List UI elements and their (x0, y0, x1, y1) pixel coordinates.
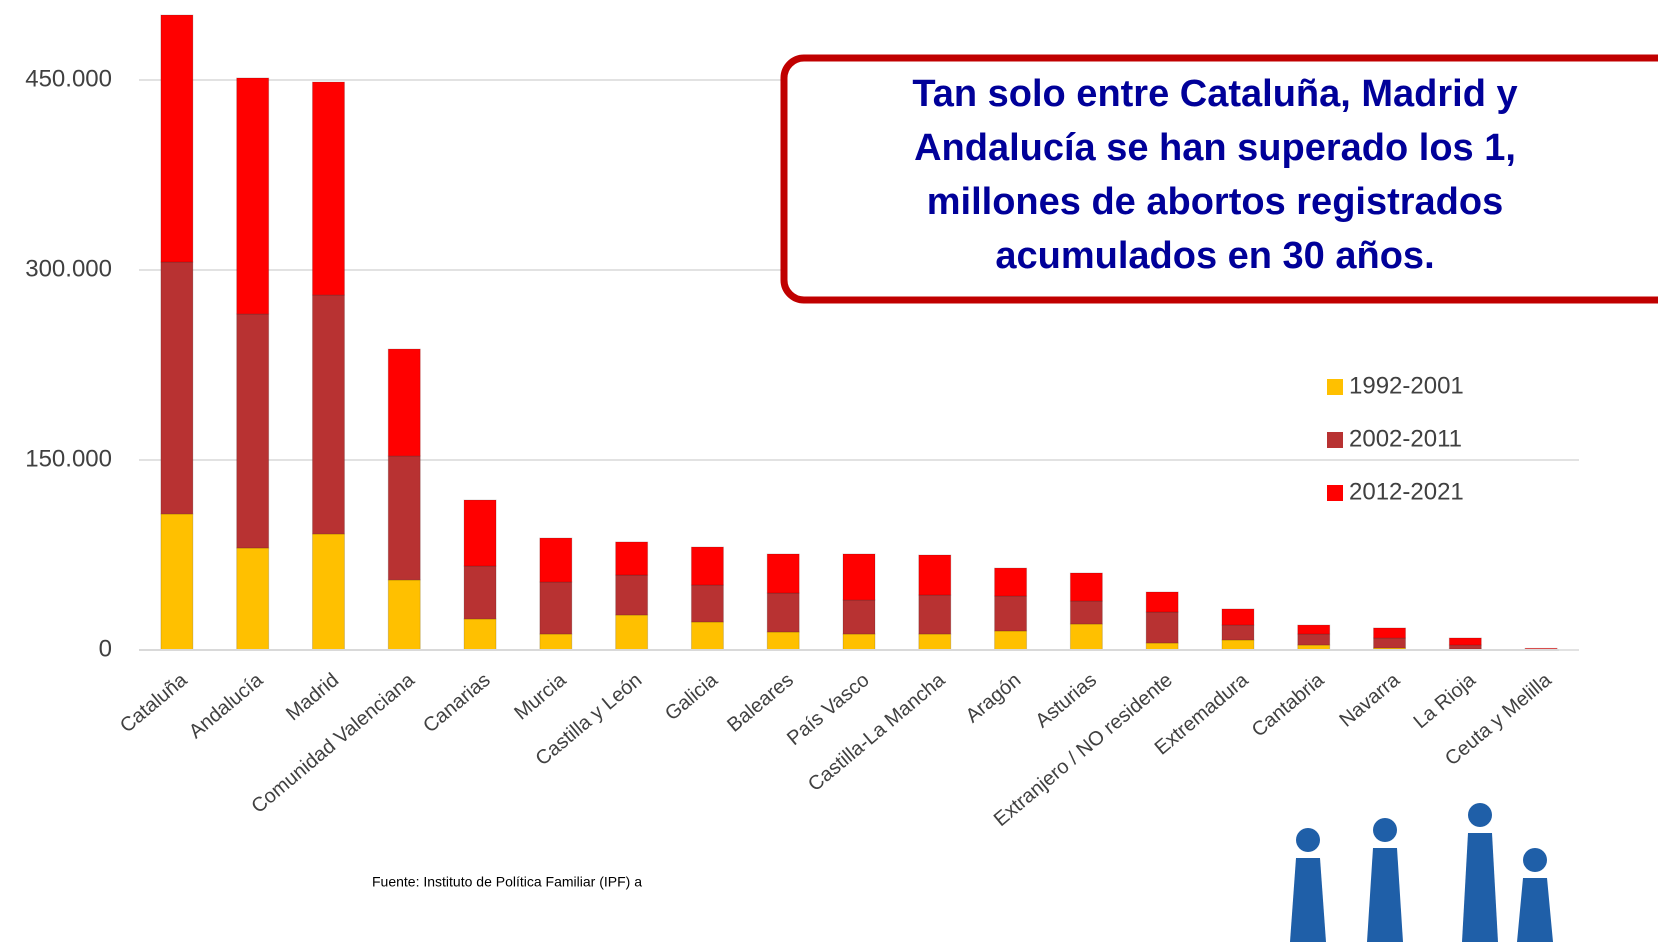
x-tick-label: Asturias (1031, 669, 1100, 732)
logo-head (1373, 818, 1397, 842)
bar-segment (767, 554, 799, 593)
x-tick-label: Canarias (419, 669, 494, 737)
bar-segment (767, 593, 799, 632)
logo-body (1367, 848, 1403, 942)
bar-segment (312, 295, 344, 534)
y-tick-label: 0 (99, 635, 112, 662)
y-tick-label: 300.000 (25, 255, 112, 282)
logo-body (1517, 878, 1553, 942)
bar-segment (616, 575, 648, 615)
logo-head (1523, 848, 1547, 872)
bar-segment (843, 634, 875, 650)
bar-segment (312, 534, 344, 650)
bar-segment (1222, 640, 1254, 650)
bar-segment (1146, 612, 1178, 643)
bar-segment (161, 262, 193, 514)
x-tick-label: Cataluña (116, 668, 192, 737)
bar-segment (919, 634, 951, 650)
bar-segment (464, 566, 496, 619)
bar-segment (388, 580, 420, 650)
annotation-line: millones de abortos registrados (927, 181, 1503, 223)
bar-segment (1222, 609, 1254, 625)
bar-segment (388, 349, 420, 456)
x-tick-label: Castilla-La Mancha (804, 668, 950, 795)
bar-segment (919, 595, 951, 634)
bar-segment (540, 538, 572, 582)
bar-segment (616, 615, 648, 650)
bar-segment (1298, 625, 1330, 634)
y-tick-label: 150.000 (25, 445, 112, 472)
bar-segment (1222, 625, 1254, 640)
logo-head (1468, 803, 1492, 827)
bar-segment (919, 555, 951, 595)
bar-segment (843, 554, 875, 600)
y-tick-label: 450.000 (25, 65, 112, 92)
bar-segment (161, 15, 193, 262)
legend-label: 2012-2021 (1349, 478, 1464, 505)
bar-segment (237, 78, 269, 314)
bar-segment (1298, 634, 1330, 645)
bar-segment (1449, 645, 1481, 649)
logo-body (1290, 858, 1326, 942)
bar-segment (540, 634, 572, 650)
source: Fuente: Instituto de Política Familiar (… (372, 874, 642, 890)
bar-segment (1070, 601, 1102, 624)
bar-segment (995, 596, 1027, 631)
x-tick-label: La Rioja (1410, 668, 1481, 733)
bar-segment (1374, 638, 1406, 648)
bar-segment (1070, 624, 1102, 650)
bar-segment (995, 631, 1027, 650)
bar-segment (1525, 648, 1557, 649)
bar-segment (161, 514, 193, 650)
x-tick-label: Aragón (962, 669, 1026, 727)
bar-segment (237, 314, 269, 548)
legend-swatch (1327, 379, 1343, 395)
bar-segment (995, 568, 1027, 596)
legend-swatch (1327, 485, 1343, 501)
bar-segment (388, 456, 420, 580)
x-tick-label: Murcia (510, 668, 571, 724)
x-tick-label: Cantabria (1248, 668, 1329, 741)
legend-swatch (1327, 432, 1343, 448)
legend-label: 2002-2011 (1349, 425, 1462, 452)
bar-segment (464, 619, 496, 650)
x-tick-label: Galicia (661, 668, 723, 725)
bar-segment (843, 600, 875, 634)
legend-label: 1992-2001 (1349, 372, 1464, 399)
bar-segment (767, 632, 799, 650)
bar-segment (691, 547, 723, 585)
bar-segment (312, 82, 344, 295)
annotation-line: acumulados en 30 años. (995, 235, 1434, 277)
bar-segment (1070, 573, 1102, 601)
x-tick-label: Baleares (723, 669, 798, 737)
annotation-line: Andalucía se han superado los 1, (914, 127, 1516, 169)
x-tick-label: Navarra (1335, 668, 1404, 731)
logo-head (1296, 828, 1320, 852)
annotation-line: Tan solo entre Cataluña, Madrid y (912, 73, 1517, 115)
bar-segment (1146, 643, 1178, 650)
bar-segment (237, 548, 269, 650)
bar-segment (691, 622, 723, 650)
x-tick-label: Madrid (282, 669, 343, 725)
chart: Fuente: Instituto de Política Familiar (… (0, 0, 1658, 942)
bar-segment (691, 585, 723, 622)
bar-segment (540, 582, 572, 634)
logo-body (1462, 833, 1498, 942)
bar-segment (616, 542, 648, 575)
bar-segment (1449, 638, 1481, 645)
bar-segment (1374, 628, 1406, 638)
x-tick-label: Andalucía (185, 668, 268, 743)
bar-segment (1146, 592, 1178, 612)
bar-segment (464, 500, 496, 566)
